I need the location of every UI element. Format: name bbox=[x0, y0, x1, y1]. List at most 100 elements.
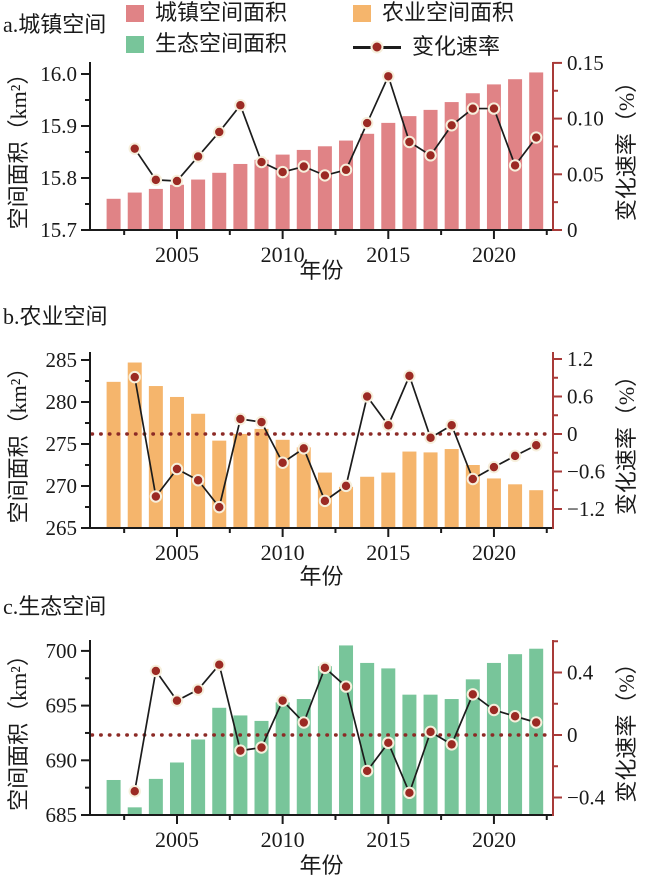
right-tick-label: 0.05 bbox=[567, 162, 604, 186]
right-tick-label: 0 bbox=[567, 422, 578, 446]
left-tick-label: 690 bbox=[46, 748, 78, 772]
rate-point-2007 bbox=[213, 125, 226, 139]
x-axis-title: 年份 bbox=[299, 564, 343, 589]
bar-2013 bbox=[339, 645, 354, 815]
bar-2003 bbox=[127, 192, 142, 230]
rate-point-2018 bbox=[445, 119, 458, 132]
right-tick-label: −0.6 bbox=[567, 460, 605, 484]
rate-point-2011 bbox=[297, 160, 310, 173]
bar-2003 bbox=[127, 362, 142, 528]
rate-point-2016 bbox=[403, 786, 416, 800]
rate-point-2018 bbox=[445, 419, 458, 432]
rate-point-2010 bbox=[276, 456, 289, 469]
rate-point-2008 bbox=[234, 412, 247, 426]
left-tick-label: 270 bbox=[46, 474, 78, 498]
rate-point-2017 bbox=[424, 431, 437, 444]
bar-2015 bbox=[381, 472, 396, 528]
left-tick-label: 15.8 bbox=[40, 166, 77, 190]
bar-2022 bbox=[529, 490, 544, 528]
bar-2006 bbox=[191, 413, 206, 528]
rate-point-2017 bbox=[424, 725, 437, 739]
bar-2020 bbox=[486, 84, 501, 231]
bar-2006 bbox=[191, 739, 206, 815]
ecology-space-chart: 685 690 695 700 −0.4 0 0.4 2005 2010 2015 2020 空间面积… bbox=[6, 639, 639, 878]
rate-point-2003 bbox=[128, 142, 141, 155]
ecology-swatch-icon bbox=[126, 35, 144, 53]
x-tick-label: 2020 bbox=[472, 827, 516, 852]
rate-point-2019 bbox=[466, 102, 480, 115]
bar-2018 bbox=[444, 699, 459, 815]
rate-point-2004 bbox=[149, 173, 163, 187]
rate-point-2014 bbox=[360, 764, 374, 778]
panel-a-label: a.城镇空间 bbox=[3, 12, 107, 37]
right-tick-label: 0.15 bbox=[567, 51, 604, 75]
rate-point-2006 bbox=[191, 683, 205, 696]
right-axis-title: 变化速率（%） bbox=[614, 71, 639, 221]
left-axis-title: 空间面积（km²） bbox=[6, 63, 31, 230]
rate-line-dot-icon bbox=[353, 40, 401, 54]
rate-point-2004 bbox=[149, 664, 163, 678]
rate-point-2012 bbox=[318, 494, 332, 508]
bar-2004 bbox=[148, 386, 163, 528]
right-tick-label: 0.10 bbox=[567, 107, 604, 131]
bar-2020 bbox=[486, 662, 501, 815]
legend-label: 变化速率 bbox=[412, 34, 501, 59]
bar-2005 bbox=[169, 396, 184, 528]
x-tick-label: 2005 bbox=[155, 540, 199, 565]
bar-2013 bbox=[339, 486, 354, 528]
bar-2018 bbox=[444, 102, 459, 230]
urban-space-chart: 15.7 15.8 15.9 16.0 0 0.05 0.10 0.15 2005 2010 201… bbox=[6, 51, 639, 283]
bar-2017 bbox=[423, 452, 438, 528]
rate-point-2019 bbox=[466, 472, 480, 486]
bar-2007 bbox=[212, 707, 227, 815]
bar-2017 bbox=[423, 109, 438, 230]
left-tick-label: 16.0 bbox=[40, 62, 77, 86]
bar-2002 bbox=[106, 198, 121, 230]
legend-label: 生态空间面积 bbox=[155, 31, 288, 56]
left-tick-label: 685 bbox=[46, 803, 78, 827]
left-tick-label: 265 bbox=[46, 516, 78, 540]
bar-2005 bbox=[169, 184, 184, 230]
rate-point-2008 bbox=[234, 744, 247, 757]
bar-2008 bbox=[233, 715, 248, 815]
rate-point-2003 bbox=[128, 370, 141, 384]
x-tick-label: 2015 bbox=[366, 242, 410, 267]
rate-point-2007 bbox=[213, 658, 226, 671]
bar-2022 bbox=[529, 72, 544, 230]
x-axis-title: 年份 bbox=[299, 258, 343, 283]
rate-point-2022 bbox=[530, 131, 543, 144]
urban-swatch-icon bbox=[126, 4, 144, 22]
bar-2012 bbox=[317, 146, 332, 230]
bar-2010 bbox=[275, 702, 290, 815]
rate-point-2005 bbox=[170, 694, 184, 707]
rate-point-2009 bbox=[255, 415, 268, 429]
rate-point-2010 bbox=[276, 694, 289, 707]
x-tick-label: 2005 bbox=[155, 827, 199, 852]
left-tick-label: 695 bbox=[46, 694, 78, 718]
bar-2019 bbox=[465, 679, 480, 815]
rate-point-2013 bbox=[339, 163, 353, 177]
rate-point-2020 bbox=[487, 102, 501, 115]
rate-point-2011 bbox=[297, 442, 310, 455]
bar-2021 bbox=[508, 654, 523, 815]
bar-2006 bbox=[191, 179, 206, 230]
right-tick-label: 0.4 bbox=[567, 661, 594, 685]
rate-point-2016 bbox=[403, 369, 416, 383]
left-tick-label: 280 bbox=[46, 390, 78, 414]
bar-2008 bbox=[233, 163, 248, 230]
agriculture-swatch-icon bbox=[353, 4, 371, 22]
rate-point-2022 bbox=[530, 439, 543, 452]
rate-point-2008 bbox=[234, 99, 247, 112]
rate-point-2014 bbox=[360, 116, 374, 130]
rate-point-2012 bbox=[318, 169, 332, 182]
rate-point-2017 bbox=[424, 149, 437, 162]
bar-2004 bbox=[148, 188, 163, 230]
rate-point-2019 bbox=[466, 688, 480, 701]
rate-point-2021 bbox=[508, 449, 522, 463]
bar-2011 bbox=[296, 447, 311, 528]
bar-2012 bbox=[317, 666, 332, 815]
bar-2022 bbox=[529, 648, 544, 815]
rate-point-2007 bbox=[213, 500, 226, 514]
rate-point-2009 bbox=[255, 741, 268, 754]
bar-2005 bbox=[169, 762, 184, 815]
